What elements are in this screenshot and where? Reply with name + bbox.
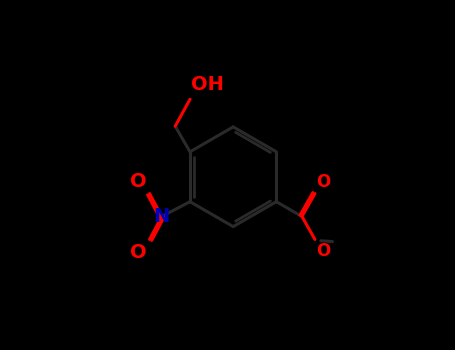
Text: OH: OH bbox=[192, 75, 224, 94]
Text: O: O bbox=[316, 173, 330, 191]
Text: O: O bbox=[130, 172, 147, 191]
Text: O: O bbox=[316, 241, 330, 260]
Text: O: O bbox=[130, 243, 147, 262]
Text: N: N bbox=[154, 207, 170, 226]
